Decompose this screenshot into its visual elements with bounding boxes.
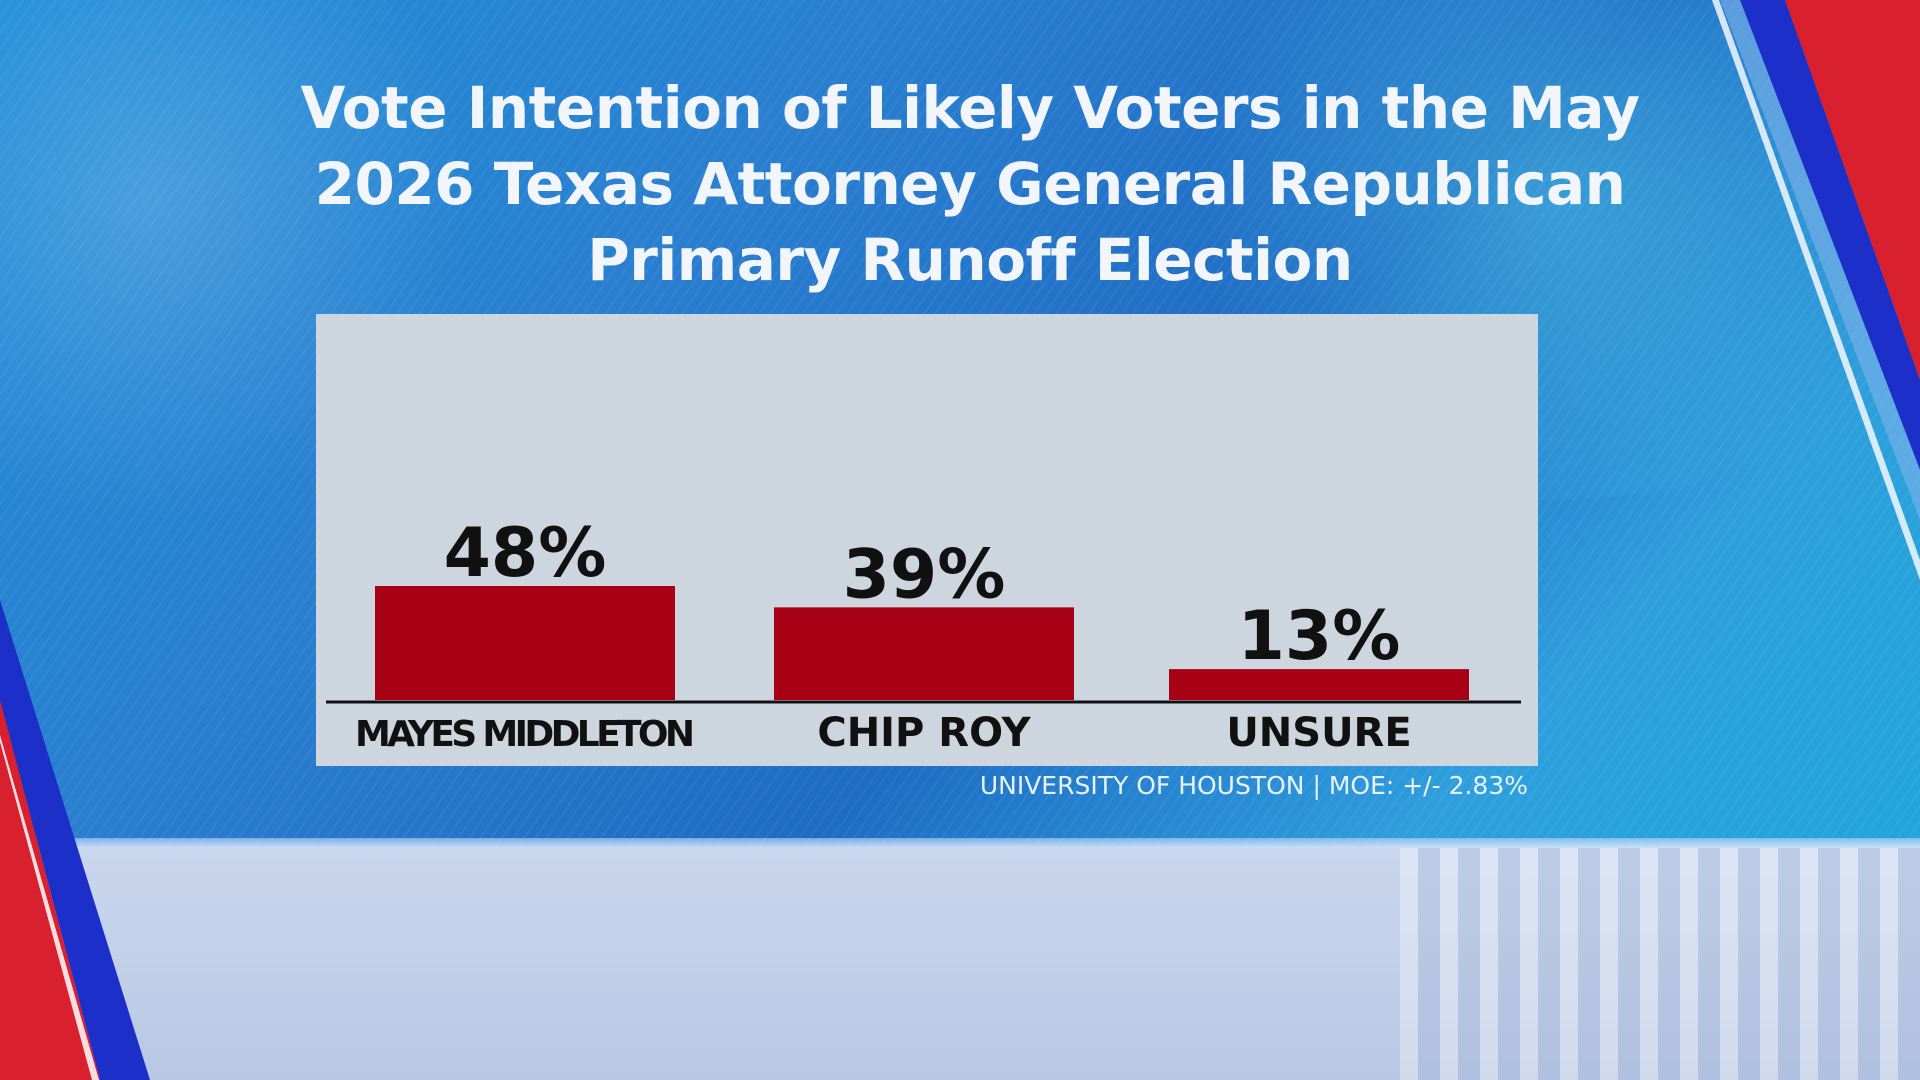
category-label: CHIP ROY [817,710,1031,756]
chart-panel: 48% MAYES MIDDLETON 39% CHIP ROY 13% UNSURE [316,314,1538,766]
category-label: MAYES MIDDLETON [355,714,695,755]
right-light-band [1720,0,1920,520]
bar-chart: 48% MAYES MIDDLETON 39% CHIP ROY 13% UNSURE [326,514,1521,756]
right-white-line [1712,0,1920,580]
category-label: UNSURE [1226,710,1411,756]
data-label: 39% [843,535,1006,614]
chart-title: Vote Intention of Likely Voters in the M… [300,74,1640,294]
bar-unsure [1169,669,1469,700]
data-label: 13% [1238,597,1401,676]
bar-chip-roy [774,607,1074,700]
floor-pillars [1400,848,1920,1080]
floor-band [0,848,1920,1080]
source-note: UNIVERSITY OF HOUSTON | MOE: +/- 2.83% [979,771,1528,800]
left-blue-ribbon [0,600,150,1080]
bar-mayes-middleton [375,586,675,700]
right-red-ribbon [1785,0,1920,380]
data-label: 48% [444,514,607,593]
floor-divider [0,838,1920,848]
left-white-line [0,735,99,1080]
